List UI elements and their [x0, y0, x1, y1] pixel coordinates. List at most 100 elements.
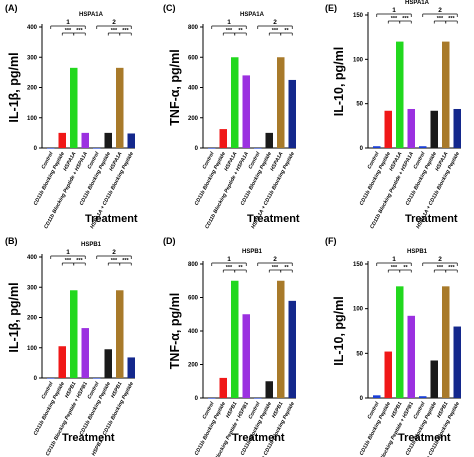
x-axis-label: Treatment — [232, 432, 285, 444]
bar — [127, 357, 135, 378]
significance-label: *** — [111, 258, 118, 264]
bar — [407, 315, 415, 398]
y-axis-label: IL-10, pg/ml — [332, 296, 346, 365]
bar — [47, 148, 55, 149]
y-tick-label: 800 — [188, 262, 199, 268]
bar — [242, 314, 250, 398]
x-axis-label: Treatment — [247, 213, 300, 225]
bar — [81, 328, 89, 378]
panel-title: HSPA1A — [240, 12, 265, 18]
y-tick-label: 100 — [27, 116, 38, 122]
bar — [373, 395, 381, 398]
y-tick-label: 200 — [27, 86, 38, 92]
chart-panel-0: (A)IL-1β, pg/ml0100200300400ControlCD11b… — [5, 3, 138, 230]
significance-label: *** — [391, 16, 398, 22]
bar — [93, 378, 101, 379]
y-tick-label: 0 — [195, 396, 199, 402]
y-tick-label: 100 — [353, 307, 364, 313]
significance-label: *** — [437, 265, 444, 271]
y-axis-label: IL-10, pg/ml — [332, 47, 346, 116]
significance-label: ** — [284, 28, 289, 34]
y-tick-label: 300 — [27, 55, 38, 61]
bar — [47, 378, 55, 379]
significance-label: *** — [402, 16, 409, 22]
group-label: 2 — [438, 7, 442, 14]
bar — [58, 132, 66, 148]
bar — [407, 108, 415, 148]
panel-title: HSPB1 — [242, 249, 263, 255]
panel-letter: (C) — [163, 3, 176, 13]
x-axis-label: Treatment — [405, 213, 458, 225]
bar — [104, 132, 112, 148]
significance-label: *** — [272, 265, 279, 271]
panel-title: HSPA1A — [405, 0, 430, 6]
bar — [70, 67, 78, 148]
group-label: 2 — [112, 249, 116, 256]
y-tick-label: 0 — [34, 146, 38, 152]
chart-panel-1: (C)TNF-α, pg/ml0200400600800ControlCD11b… — [163, 3, 300, 230]
bar — [442, 286, 450, 398]
x-axis-label: Treatment — [62, 432, 115, 444]
y-tick-label: 100 — [27, 346, 38, 352]
bar — [384, 351, 392, 398]
group-label: 2 — [112, 19, 116, 26]
y-tick-label: 400 — [27, 255, 38, 261]
panel-title: HSPB1 — [407, 249, 428, 255]
significance-label: *** — [437, 16, 444, 22]
bar — [93, 148, 101, 149]
bar — [127, 133, 135, 148]
group-label: 1 — [392, 7, 396, 14]
bar — [430, 360, 438, 398]
y-tick-label: 200 — [188, 116, 199, 122]
significance-label: *** — [226, 28, 233, 34]
y-tick-label: 200 — [27, 316, 38, 322]
bar — [231, 280, 239, 398]
y-tick-label: 300 — [27, 285, 38, 291]
bar — [288, 300, 296, 398]
bar — [396, 41, 404, 148]
y-tick-label: 400 — [188, 86, 199, 92]
x-axis-label: Treatment — [398, 432, 451, 444]
group-label: 1 — [227, 19, 231, 26]
group-label: 2 — [273, 19, 277, 26]
chart-panel-4: (D)TNF-α, pg/ml0200400600800ControlCD11b… — [163, 236, 296, 457]
bar — [116, 290, 124, 378]
y-tick-label: 400 — [27, 25, 38, 31]
panel-title: HSPA1A — [79, 12, 104, 18]
significance-label: *** — [111, 28, 118, 34]
y-tick-label: 400 — [188, 329, 199, 335]
y-tick-label: 0 — [195, 146, 199, 152]
y-tick-label: 50 — [356, 351, 363, 357]
bar — [373, 146, 381, 148]
bar — [265, 381, 273, 398]
panel-letter: (F) — [325, 236, 337, 246]
bar — [384, 110, 392, 148]
group-label: 1 — [66, 249, 70, 256]
bar — [254, 398, 262, 399]
y-axis-label: TNF-α, pg/ml — [168, 293, 182, 369]
y-axis-label: TNF-α, pg/ml — [168, 49, 182, 125]
bar — [254, 148, 262, 149]
group-label: 2 — [438, 256, 442, 263]
panel-letter: (B) — [5, 236, 18, 246]
bar — [453, 108, 461, 148]
y-axis-label: IL-1β, pg/ml — [7, 52, 21, 122]
bar — [430, 110, 438, 148]
significance-label: *** — [272, 28, 279, 34]
bar — [70, 290, 78, 378]
significance-label: *** — [76, 258, 83, 264]
x-axis-label: Treatment — [85, 213, 138, 225]
y-tick-label: 800 — [188, 25, 199, 31]
y-axis-label: IL-1β, pg/ml — [7, 282, 21, 352]
y-tick-label: 200 — [188, 363, 199, 369]
y-tick-label: 150 — [353, 13, 364, 19]
bar — [208, 148, 216, 149]
bar — [277, 57, 285, 148]
bar — [81, 132, 89, 148]
panel-letter: (E) — [325, 3, 337, 13]
significance-label: *** — [448, 16, 455, 22]
panel-title: HSPB1 — [81, 242, 102, 248]
